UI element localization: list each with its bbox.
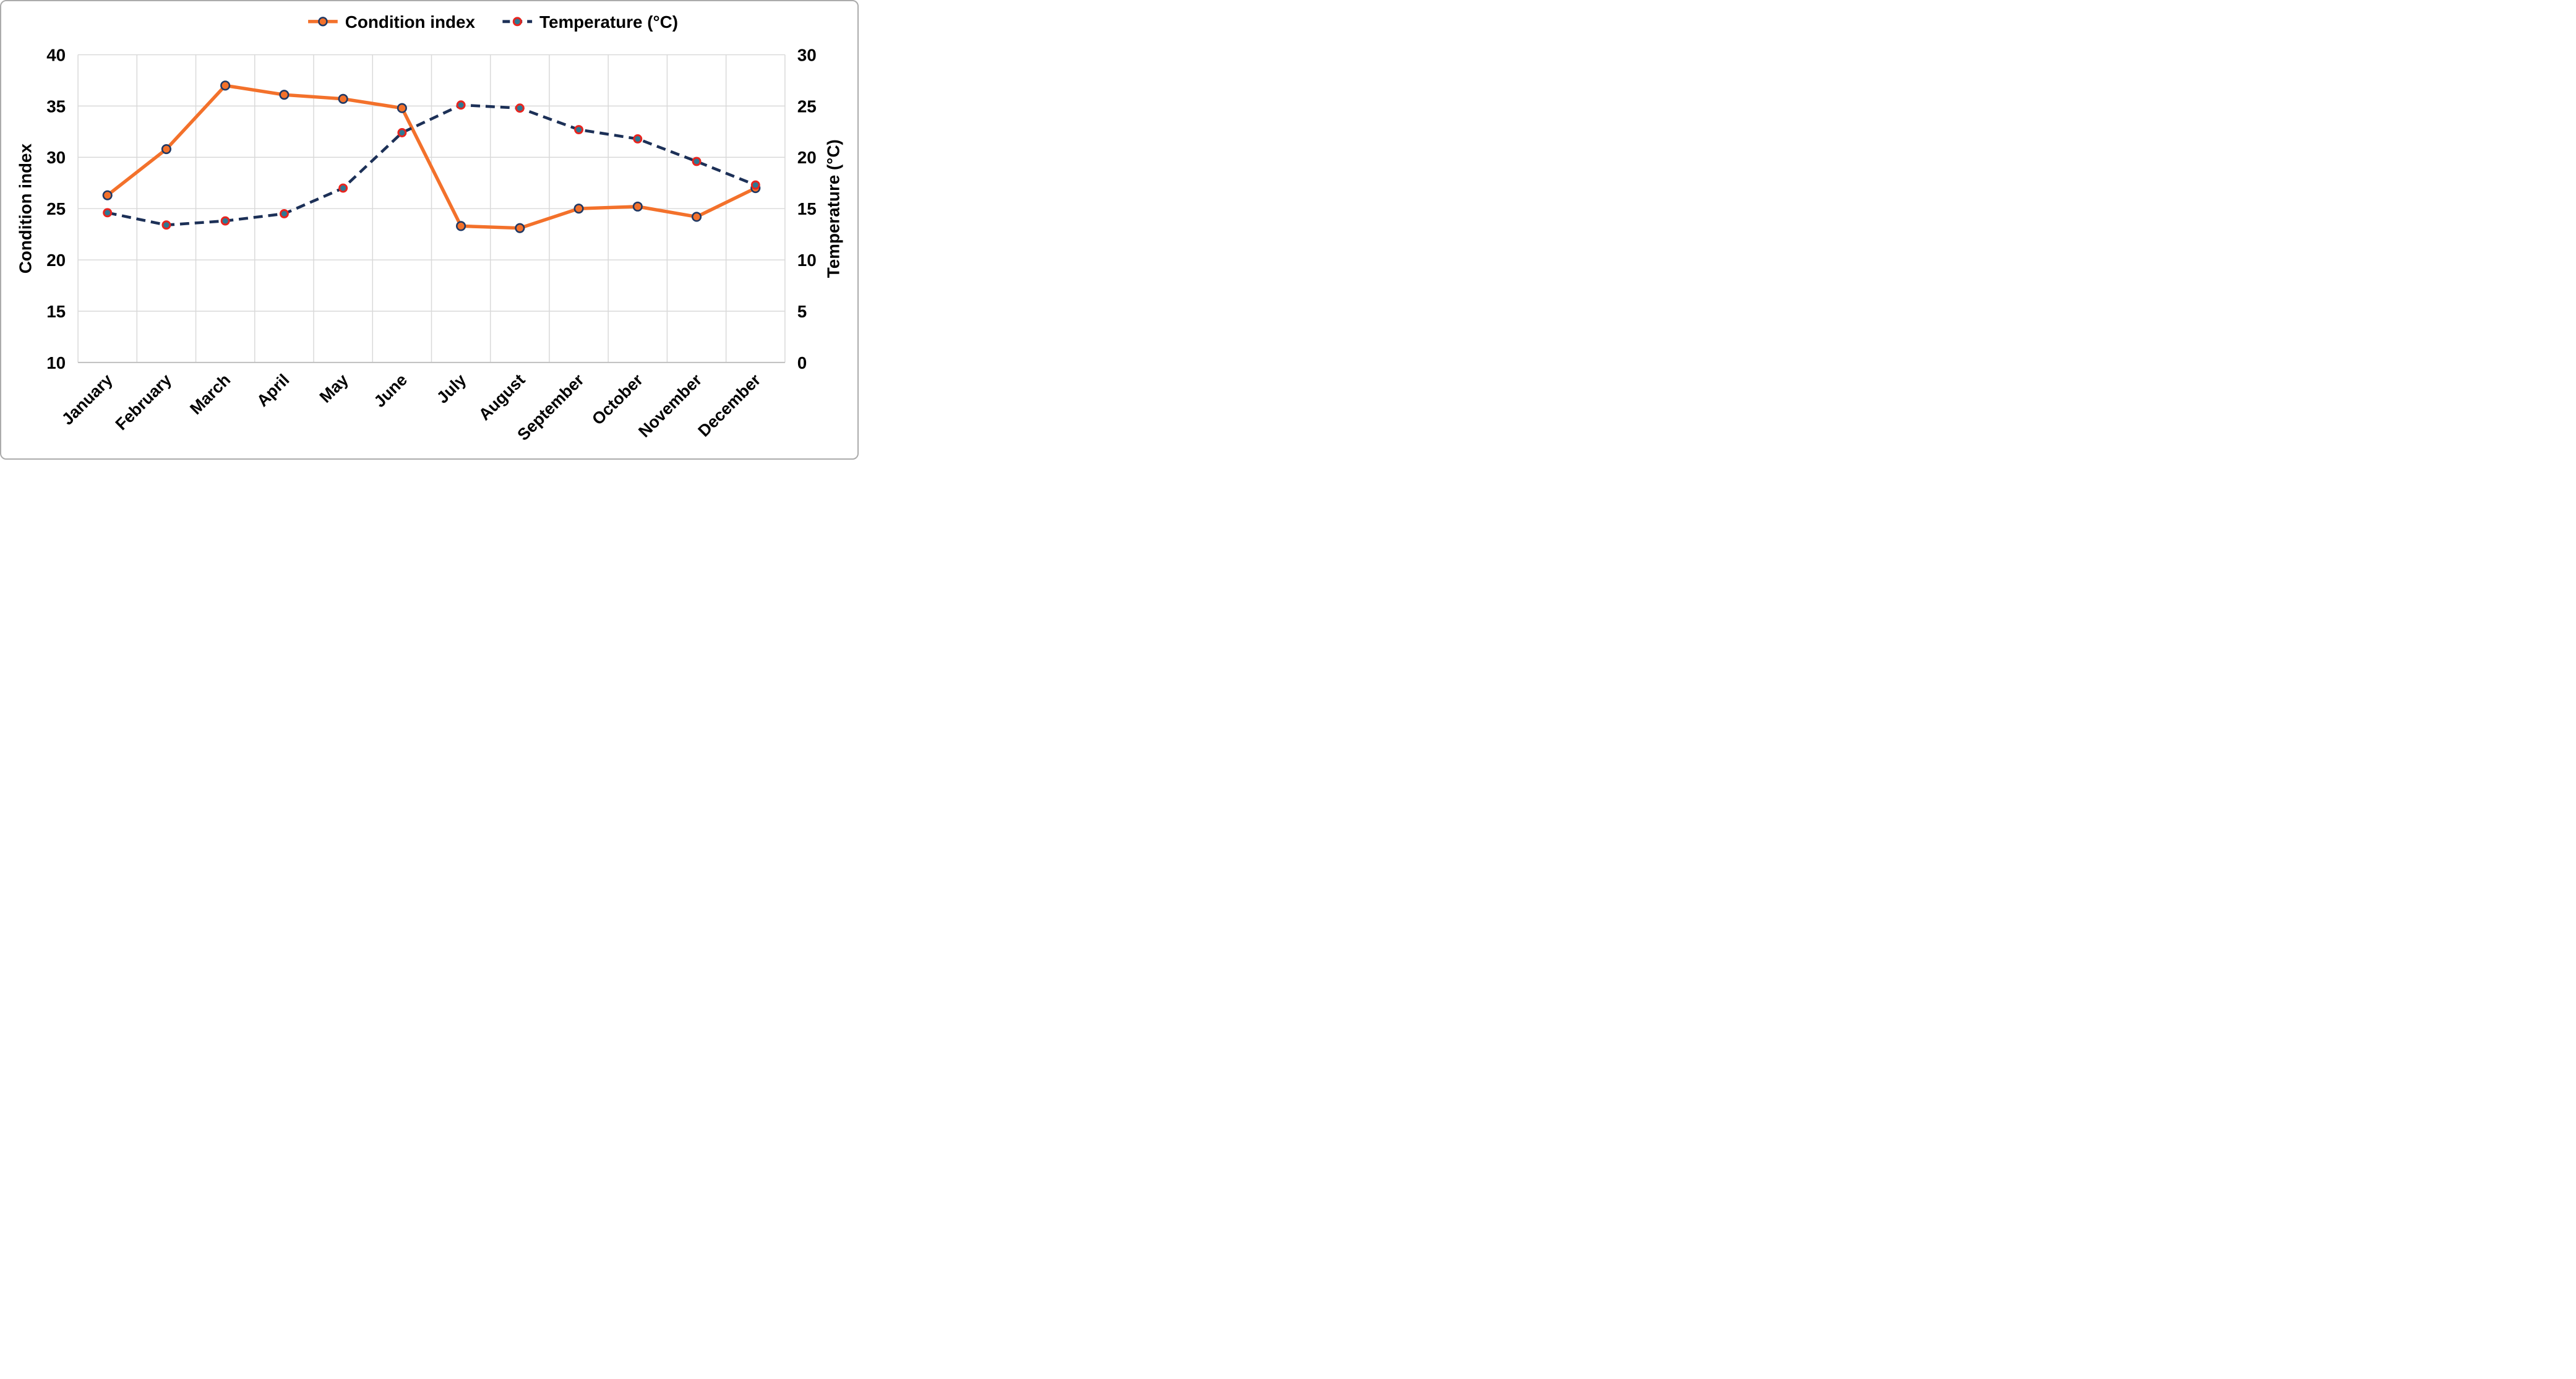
data-point-marker — [279, 90, 290, 100]
dual-axis-line-chart: 40 35 30 25 20 15 10 30 25 20 15 10 5 0 JanuaryFebruar… — [15, 12, 843, 444]
y-tick-label-left: 10 — [46, 353, 66, 372]
x-tick-label: July — [433, 371, 470, 407]
legend-label-condition-index: Condition index — [345, 12, 476, 32]
series-line-temperature — [107, 103, 757, 227]
legend-marker-condition-index — [318, 17, 328, 27]
data-point-marker — [515, 103, 525, 113]
data-point-marker — [632, 201, 643, 212]
right-axis-title: Temperature (°C) — [823, 139, 843, 278]
data-point-marker — [515, 223, 525, 233]
gridlines — [77, 54, 786, 363]
data-point-marker — [750, 180, 760, 190]
y-tick-label-right: 10 — [797, 251, 817, 270]
y-tick-label-right: 25 — [797, 97, 817, 116]
series-lines — [102, 80, 761, 233]
data-point-marker — [103, 208, 113, 218]
y-tick-label-left: 30 — [46, 148, 66, 167]
x-tick-label: April — [253, 371, 293, 410]
data-point-marker — [633, 134, 643, 144]
chart-frame: 40 35 30 25 20 15 10 30 25 20 15 10 5 0 January Februar… — [0, 0, 859, 460]
x-tick-label: August — [475, 371, 529, 424]
y-tick-label-right: 20 — [797, 148, 817, 167]
legend-label-temperature: Temperature (°C) — [539, 12, 678, 32]
data-point-marker — [338, 183, 348, 193]
data-point-marker — [456, 100, 466, 110]
series-line-condition-index — [106, 84, 757, 230]
y-tick-label-left: 25 — [46, 199, 66, 218]
y-tick-label-right: 0 — [797, 353, 807, 372]
data-point-marker — [691, 212, 702, 222]
x-tick-label: November — [635, 370, 705, 440]
y-tick-label-left: 15 — [46, 302, 66, 321]
data-point-marker — [102, 190, 113, 200]
y-tick-label-left: 40 — [46, 45, 66, 64]
data-point-marker — [279, 209, 289, 218]
legend: Condition index Temperature (°C) — [308, 12, 678, 32]
y-tick-label-left: 35 — [46, 97, 66, 116]
data-point-marker — [161, 144, 171, 155]
left-axis-title: Condition index — [15, 144, 35, 274]
data-point-marker — [574, 125, 584, 135]
y-tick-label-left: 20 — [46, 251, 66, 270]
x-tick-label: March — [186, 371, 234, 418]
data-point-marker — [573, 204, 584, 214]
data-point-marker — [338, 93, 348, 104]
data-point-marker — [397, 128, 407, 137]
data-point-marker — [220, 80, 231, 91]
x-tick-label: February — [112, 371, 175, 434]
x-tick-label: October — [588, 370, 646, 428]
x-tick-label: May — [316, 371, 352, 406]
data-point-marker — [397, 103, 407, 113]
data-point-marker — [692, 157, 702, 166]
data-point-marker — [220, 216, 230, 226]
x-tick-label: January — [58, 371, 116, 429]
legend-marker-temperature — [512, 17, 522, 27]
x-tick-label: December — [694, 370, 764, 440]
y-tick-label-right: 5 — [797, 302, 807, 321]
y-tick-label-right: 30 — [797, 45, 817, 64]
data-point-marker — [456, 221, 466, 231]
x-tick-label: June — [371, 371, 411, 411]
y-tick-label-right: 15 — [797, 199, 817, 218]
data-point-marker — [161, 220, 171, 230]
